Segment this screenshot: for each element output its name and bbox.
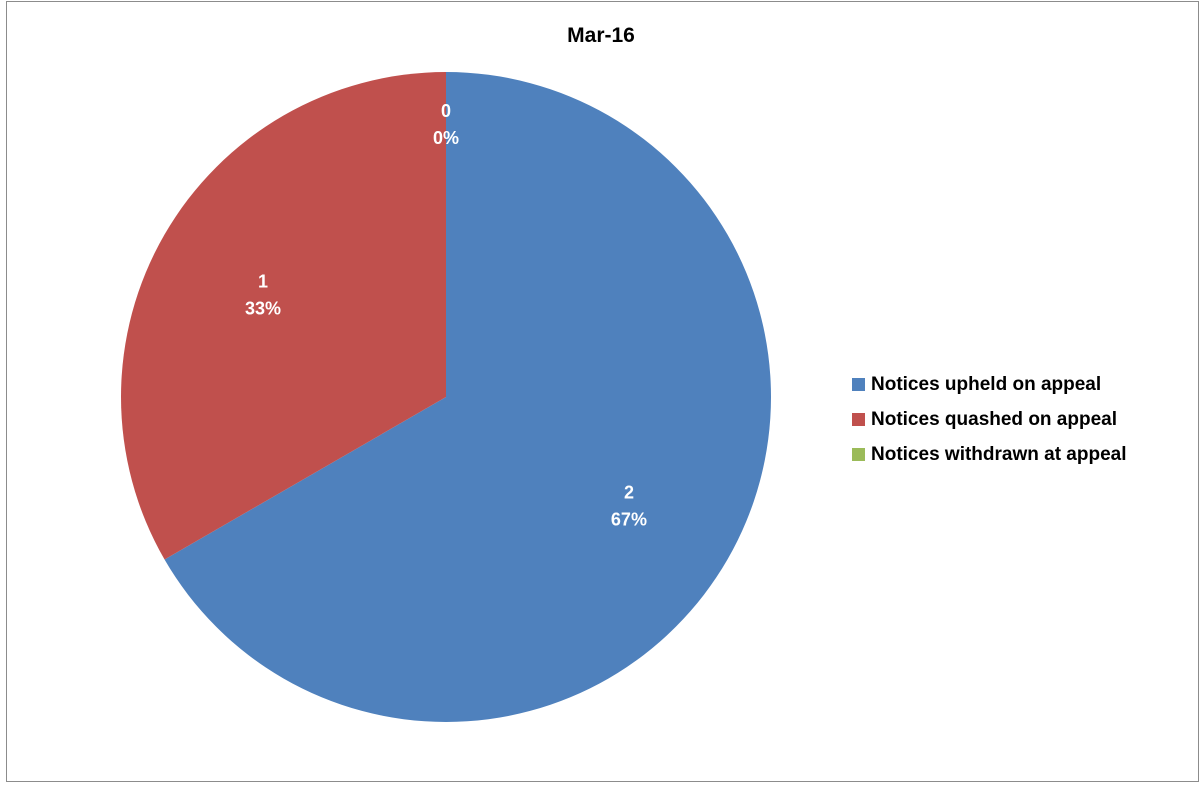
- chart-title: Mar-16: [567, 24, 635, 47]
- legend-label-notices-withdrawn-at-appeal: Notices withdrawn at appeal: [871, 443, 1127, 465]
- legend-swatch-notices-withdrawn-at-appeal: [852, 448, 865, 461]
- data-label-value-notices-quashed-on-appeal: 1: [258, 271, 268, 291]
- legend-item-notices-withdrawn-at-appeal: Notices withdrawn at appeal: [852, 437, 1127, 472]
- legend-item-notices-upheld-on-appeal: Notices upheld on appeal: [852, 367, 1127, 402]
- data-label-percent-notices-withdrawn-at-appeal: 0%: [433, 128, 459, 148]
- data-label-value-notices-withdrawn-at-appeal: 0: [441, 101, 451, 121]
- legend-label-notices-quashed-on-appeal: Notices quashed on appeal: [871, 408, 1117, 430]
- data-label-value-notices-upheld-on-appeal: 2: [624, 483, 634, 503]
- pie-slice-notices-upheld-on-appeal: [164, 72, 772, 722]
- pie-slice-notices-quashed-on-appeal: [121, 72, 446, 560]
- legend-item-notices-quashed-on-appeal: Notices quashed on appeal: [852, 402, 1127, 437]
- data-label-percent-notices-upheld-on-appeal: 67%: [611, 510, 647, 530]
- legend: Notices upheld on appeal Notices quashed …: [852, 367, 1127, 472]
- legend-swatch-notices-quashed-on-appeal: [852, 413, 865, 426]
- data-label-percent-notices-quashed-on-appeal: 33%: [245, 298, 281, 318]
- legend-swatch-notices-upheld-on-appeal: [852, 378, 865, 391]
- legend-label-notices-upheld-on-appeal: Notices upheld on appeal: [871, 373, 1102, 395]
